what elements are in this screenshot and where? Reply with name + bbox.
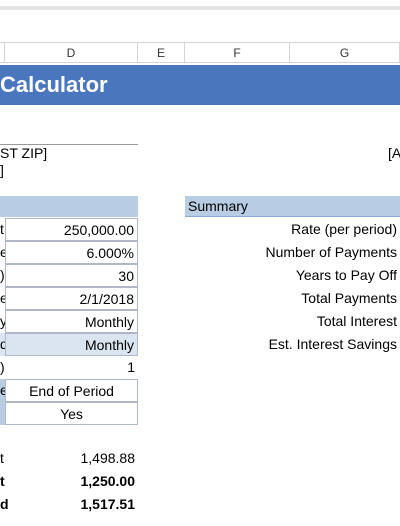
column-header: E (138, 42, 185, 63)
summary-label: Total Interest (316, 313, 397, 329)
info-text: [A (388, 145, 400, 161)
input-value: 30 (5, 264, 138, 287)
input-value: Yes (5, 402, 138, 425)
summary-label: Years to Pay Off (295, 267, 397, 283)
column-header: G (290, 42, 400, 63)
title-bar (0, 65, 400, 105)
summary-label: Total Payments (301, 290, 397, 306)
input-label: ) (0, 264, 5, 287)
toolbar-edge (0, 6, 400, 10)
input-label: e (0, 379, 8, 402)
summary-label: Rate (per period) (291, 221, 397, 237)
underline (0, 144, 138, 145)
column-header: F (185, 42, 290, 63)
result-label: d (0, 496, 9, 512)
summary-label: Number of Payments (265, 244, 398, 260)
input-label: ) (0, 356, 5, 379)
input-value: End of Period (5, 379, 138, 402)
title: Calculator (0, 72, 108, 97)
input-value: Monthly (5, 310, 138, 333)
info-text: ST ZIP] (0, 145, 48, 161)
result-value: 1,498.88 (80, 450, 136, 466)
input-label: e (0, 287, 8, 310)
column-header: D (5, 42, 138, 63)
inputs-header (0, 196, 138, 217)
input-label: y (0, 310, 7, 333)
result-value: 1,250.00 (80, 473, 136, 489)
input-label: t (0, 218, 5, 241)
input-value: 6.000% (5, 241, 138, 264)
input-label (0, 402, 5, 425)
input-label: e (0, 241, 8, 264)
summary-header: Summary (185, 196, 400, 217)
column-header (0, 42, 5, 63)
input-value: 2/1/2018 (5, 287, 138, 310)
result-label: t (0, 473, 5, 489)
input-value: 1 (5, 356, 138, 379)
summary-label: Est. Interest Savings (268, 336, 397, 352)
input-value: 250,000.00 (5, 218, 138, 241)
input-value: Monthly (5, 333, 138, 356)
input-label: d (0, 333, 8, 356)
result-value: 1,517.51 (80, 496, 136, 512)
info-text: ] (0, 162, 4, 178)
result-label: t (0, 450, 4, 466)
